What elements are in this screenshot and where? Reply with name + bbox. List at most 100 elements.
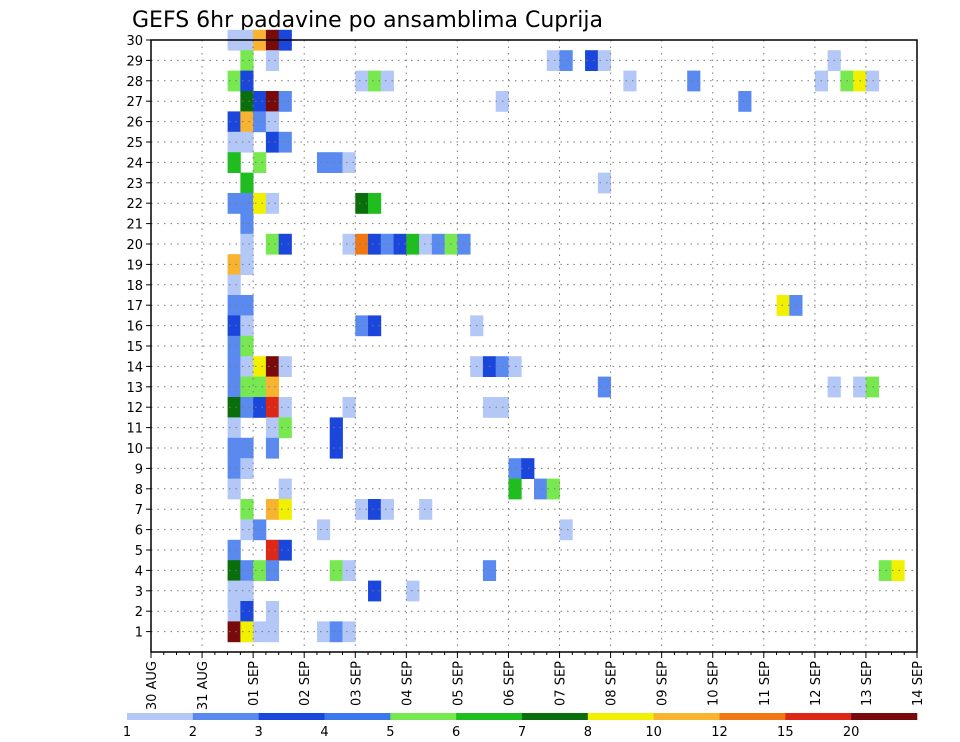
cell-ens12-t7	[240, 397, 254, 418]
cell-ens9-t6	[227, 458, 241, 479]
y-tick-label: 13	[126, 381, 143, 396]
cell-ens7-t17	[368, 499, 382, 520]
y-tick-label: 10	[126, 442, 143, 457]
cell-ens28-t16	[355, 70, 369, 92]
cell-ens29-t7	[240, 50, 254, 71]
cell-ens7-t7	[240, 499, 254, 520]
y-tick-label: 25	[126, 136, 143, 151]
cell-ens25-t10	[278, 131, 292, 153]
y-tick-label: 5	[135, 544, 143, 559]
x-tick-label: 09 SEP	[656, 661, 671, 706]
cell-ens4-t15	[342, 560, 356, 581]
cell-ens2-t6	[227, 601, 241, 622]
cell-ens9-t29	[521, 458, 535, 479]
x-tick-label: 11 SEP	[758, 661, 773, 706]
y-tick-label: 21	[126, 218, 143, 233]
x-axis: 30 AUG 31 AUG 01 SEP 02 SEP 03 SEP 04 SEP 05 S…	[145, 652, 926, 710]
cell-ens22-t9	[265, 193, 280, 214]
y-tick-label: 14	[126, 360, 143, 375]
cell-ens24-t13	[316, 152, 331, 173]
cell-ens14-t9	[265, 356, 280, 377]
y-tick-label: 12	[126, 401, 143, 416]
colorbar-swatch	[127, 713, 194, 720]
colorbar-label: 8	[584, 725, 592, 740]
cell-ens1-t6	[227, 621, 241, 643]
cell-ens24-t14	[329, 152, 343, 173]
cell-ens8-t6	[227, 478, 241, 500]
cell-ens29-t31	[546, 50, 560, 71]
cell-ens4-t6	[227, 560, 241, 581]
x-tick-label: 01 SEP	[247, 661, 262, 706]
x-tick-label: 04 SEP	[400, 661, 415, 706]
cell-ens4-t7	[240, 560, 254, 581]
cell-ens13-t9	[265, 376, 280, 398]
cell-ens22-t6	[227, 193, 241, 214]
colorbar-swatch	[851, 713, 918, 720]
colorbar-label: 12	[711, 725, 728, 740]
cell-ens4-t8	[253, 560, 267, 581]
cell-ens3-t17	[368, 580, 382, 602]
colorbar-label: 6	[452, 725, 460, 740]
cell-ens17-t6	[227, 295, 241, 316]
y-tick-label: 9	[135, 462, 143, 477]
cell-ens29-t34	[585, 50, 599, 71]
chart-title: GEFS 6hr padavine po ansamblima Cuprija	[132, 8, 603, 33]
cell-ens1-t7	[240, 621, 254, 643]
cell-ens22-t8	[253, 193, 267, 214]
cell-ens29-t32	[559, 50, 573, 71]
y-tick-label: 22	[126, 197, 143, 212]
y-tick-label: 2	[135, 605, 143, 620]
colorbar-label: 5	[386, 725, 394, 740]
grid-lines	[151, 39, 917, 652]
y-tick-label: 16	[126, 320, 143, 335]
cell-ens10-t6	[227, 437, 241, 459]
y-tick-label: 28	[126, 75, 143, 90]
cell-ens7-t21	[419, 499, 433, 520]
colorbar-swatch	[785, 713, 852, 720]
cell-ens9-t7	[240, 458, 254, 479]
cell-ens20-t10	[278, 233, 292, 255]
y-tick-label: 15	[126, 340, 143, 355]
cell-ens17-t49	[776, 295, 790, 316]
cell-ens22-t16	[355, 193, 369, 214]
cell-ens3-t6	[227, 580, 241, 602]
cell-ens14-t6	[227, 356, 241, 377]
cell-ens26-t6	[227, 111, 241, 133]
colorbar-label: 2	[189, 725, 197, 740]
y-tick-label: 24	[126, 156, 143, 171]
y-tick-label: 26	[126, 116, 143, 131]
cell-ens20-t18	[380, 233, 394, 255]
colorbar-swatch	[653, 713, 720, 720]
cell-ens15-t7	[240, 335, 254, 357]
cell-ens20-t16	[355, 233, 369, 255]
colorbar-swatch	[522, 713, 589, 720]
cell-ens28-t7	[240, 70, 254, 92]
cell-ens25-t6	[227, 131, 241, 153]
cell-ens12-t6	[227, 397, 241, 418]
colorbar-label: 3	[255, 725, 263, 740]
y-tick-label: 17	[126, 299, 143, 314]
cell-ens11-t6	[227, 417, 241, 439]
cell-ens27-t9	[265, 91, 280, 112]
cell-ens4-t9	[265, 560, 280, 581]
y-tick-label: 6	[135, 524, 143, 539]
cell-ens28-t17	[368, 70, 382, 92]
y-tick-label: 3	[135, 585, 143, 600]
x-tick-label: 31 AUG	[196, 661, 211, 710]
colorbar-swatch	[587, 713, 654, 720]
y-tick-label: 11	[126, 422, 143, 437]
cell-ens6-t7	[240, 519, 254, 541]
y-tick-label: 20	[126, 238, 143, 253]
cell-ens7-t16	[355, 499, 369, 520]
y-tick-label: 8	[135, 483, 143, 498]
colorbar-label: 15	[777, 725, 794, 740]
y-tick-label: 27	[126, 95, 143, 110]
cell-ens5-t6	[227, 539, 241, 561]
cell-ens29-t35	[597, 50, 611, 71]
cell-ens12-t9	[265, 397, 280, 418]
cell-ens8-t31	[546, 478, 560, 500]
cell-ens22-t7	[240, 193, 254, 214]
cell-ens21-t7	[240, 213, 254, 235]
cell-ens8-t10	[278, 478, 292, 500]
cell-ens6-t8	[253, 519, 267, 541]
